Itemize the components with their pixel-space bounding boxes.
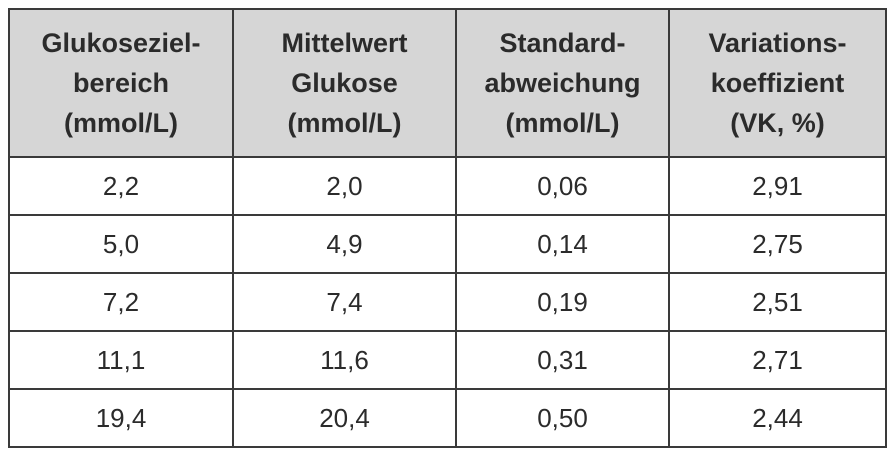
table-cell: 0,06: [455, 156, 670, 216]
table-cell: 2,71: [668, 330, 887, 390]
header-line: Mittelwert: [281, 28, 408, 58]
header-line: koeffizient: [710, 68, 845, 98]
header-line: Standard-: [499, 28, 626, 58]
table-cell: 11,1: [8, 330, 234, 390]
table-cell: 19,4: [8, 388, 234, 448]
header-row: Glukoseziel-bereich (mmol/L) Mittelwert Glu…: [8, 8, 887, 158]
header-line: (mmol/L): [64, 108, 178, 138]
data-table: Glukoseziel-bereich (mmol/L) Mittelwert Glu…: [8, 8, 887, 448]
table-row: 5,0 4,9 0,14 2,75: [8, 214, 887, 274]
table-cell: 4,9: [232, 214, 457, 274]
table-cell: 2,91: [668, 156, 887, 216]
header-cell: Glukoseziel-bereich (mmol/L): [8, 8, 234, 158]
table-row: 19,4 20,4 0,50 2,44: [8, 388, 887, 448]
header-line: Variations-: [708, 28, 847, 58]
table-cell: 0,14: [455, 214, 670, 274]
table-cell: 7,4: [232, 272, 457, 332]
table-cell: 2,44: [668, 388, 887, 448]
table-cell: 2,0: [232, 156, 457, 216]
header-line: abweichung: [484, 68, 641, 98]
table-cell: 0,31: [455, 330, 670, 390]
header-cell: Standard-abweichung (mmol/L): [455, 8, 670, 158]
table-cell: 0,50: [455, 388, 670, 448]
table-cell: 2,2: [8, 156, 234, 216]
table-cell: 2,51: [668, 272, 887, 332]
header-cell: Mittelwert Glukose (mmol/L): [232, 8, 457, 158]
header-line: Glukose: [291, 68, 398, 98]
table-cell: 0,19: [455, 272, 670, 332]
table-cell: 5,0: [8, 214, 234, 274]
header-line: bereich: [72, 68, 170, 98]
table-cell: 20,4: [232, 388, 457, 448]
table-row: 2,2 2,0 0,06 2,91: [8, 156, 887, 216]
table-cell: 2,75: [668, 214, 887, 274]
table-body: 2,2 2,0 0,06 2,91 5,0 4,9 0,14 2,75 7,2 7,4 0,19 2,…: [8, 156, 887, 448]
header-cell: Variations-koeffizient (VK, %): [668, 8, 887, 158]
table-head: Glukoseziel-bereich (mmol/L) Mittelwert Glu…: [8, 8, 887, 158]
table-cell: 11,6: [232, 330, 457, 390]
header-line: (VK, %): [730, 108, 825, 138]
table-row: 7,2 7,4 0,19 2,51: [8, 272, 887, 332]
table-row: 11,1 11,6 0,31 2,71: [8, 330, 887, 390]
table-cell: 7,2: [8, 272, 234, 332]
header-line: Glukoseziel-: [41, 28, 201, 58]
header-line: (mmol/L): [505, 108, 620, 138]
header-line: (mmol/L): [287, 108, 402, 138]
